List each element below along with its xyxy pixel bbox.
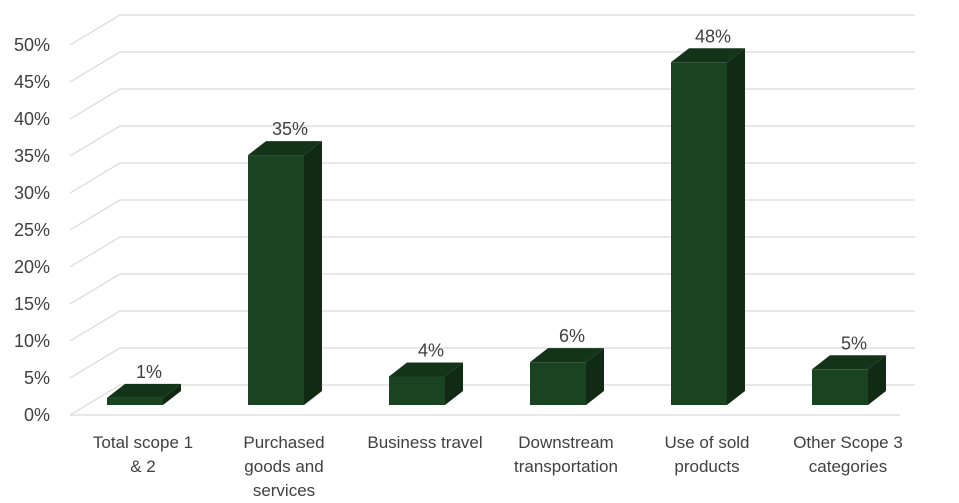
gridline: [69, 236, 915, 268]
gridline: [69, 310, 915, 342]
bar-top-face: [248, 141, 322, 156]
y-tick-label: 40%: [14, 109, 50, 129]
data-label: 48%: [695, 26, 731, 46]
bar-side-face: [868, 355, 886, 405]
bar-side-face: [445, 362, 463, 405]
gridline: [69, 347, 915, 379]
bar-front-face: [530, 362, 586, 405]
bar-front-face: [671, 62, 727, 405]
bar-front-face: [812, 369, 868, 405]
gridline: [69, 273, 915, 305]
gridline: [69, 51, 915, 83]
bar-top-face: [389, 362, 463, 377]
bar-side-face: [727, 48, 745, 405]
bar-top-face: [107, 383, 181, 398]
x-category-label: Business travel: [367, 433, 482, 452]
gridline: [69, 14, 915, 46]
bar: [812, 355, 886, 405]
y-tick-label: 5%: [24, 368, 50, 388]
y-tick-label: 45%: [14, 72, 50, 92]
y-tick-label: 10%: [14, 331, 50, 351]
bar: [248, 141, 322, 405]
y-tick-label: 15%: [14, 294, 50, 314]
x-category-label: Purchased goods and services: [243, 433, 324, 500]
data-label: 6%: [559, 326, 585, 346]
x-category-label: Downstream transportation: [514, 433, 618, 476]
y-tick-label: 20%: [14, 257, 50, 277]
y-axis-ticks: 0% 5% 10% 15% 20% 25% 30% 35% 40% 45% 50%: [14, 35, 50, 425]
x-category-label: Total scope 1 & 2: [93, 433, 193, 476]
y-tick-label: 30%: [14, 183, 50, 203]
x-category-label: Use of sold products: [664, 433, 749, 476]
bar-side-face: [304, 141, 322, 405]
data-label: 35%: [272, 119, 308, 139]
gridlines: [69, 14, 915, 416]
x-category-label: Other Scope 3 categories: [793, 433, 903, 476]
data-label: 4%: [418, 340, 444, 360]
data-labels: 1% 35% 4% 6% 48% 5%: [136, 26, 867, 382]
x-axis-categories: Total scope 1 & 2 Purchased goods and servic…: [93, 433, 903, 500]
data-label: 1%: [136, 362, 162, 382]
bar-side-face: [163, 383, 181, 405]
gridline: [69, 384, 915, 416]
bar-side-face: [586, 348, 604, 405]
bar: [107, 383, 181, 405]
y-tick-label: 50%: [14, 35, 50, 55]
gridline: [69, 125, 915, 157]
bar-top-face: [671, 48, 745, 63]
bar-front-face: [107, 397, 163, 405]
gridline: [69, 199, 915, 231]
bar: [389, 362, 463, 405]
data-label: 5%: [841, 333, 867, 353]
y-tick-label: 0%: [24, 405, 50, 425]
y-tick-label: 35%: [14, 146, 50, 166]
gridline: [69, 162, 915, 194]
gridline: [69, 88, 915, 120]
bar: [671, 48, 745, 405]
y-tick-label: 25%: [14, 220, 50, 240]
bar-front-face: [389, 376, 445, 405]
bar-top-face: [812, 355, 886, 370]
bars: [107, 48, 886, 405]
bar-front-face: [248, 155, 304, 405]
bar: [530, 348, 604, 405]
bar-top-face: [530, 348, 604, 363]
